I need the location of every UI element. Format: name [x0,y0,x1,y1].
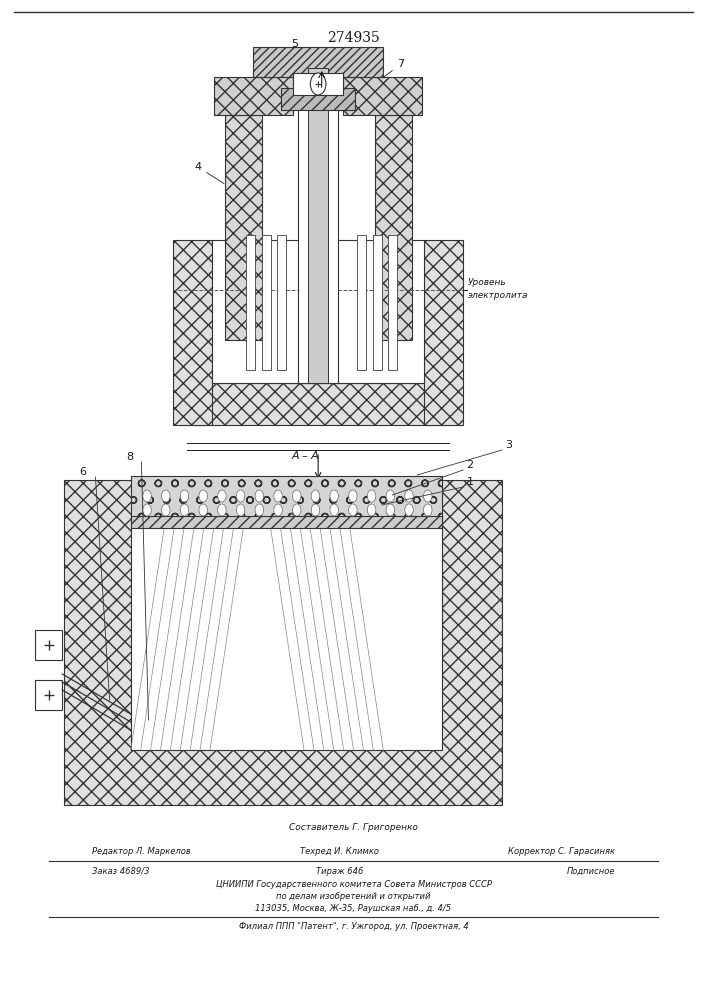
Bar [173,240,212,425]
Bar [131,515,442,750]
Circle shape [161,504,170,516]
Bar [388,235,397,370]
Circle shape [143,504,151,516]
Circle shape [293,504,301,516]
Circle shape [368,490,376,502]
Bar [253,47,383,77]
Text: Тираж 646: Тираж 646 [315,867,363,876]
Circle shape [405,490,414,502]
Bar [131,476,442,518]
Text: 113035, Москва, Ж-35, Раушская наб., д. 4/5: 113035, Москва, Ж-35, Раушская наб., д. … [255,904,452,913]
Text: электролита: электролита [468,291,529,300]
Circle shape [386,490,395,502]
Bar [246,235,255,370]
Bar [281,88,355,110]
Bar [225,115,262,340]
Circle shape [349,490,357,502]
Text: 3: 3 [506,440,513,450]
Text: 1: 1 [467,477,474,487]
Text: 2: 2 [467,460,474,470]
Circle shape [311,490,320,502]
Bar [214,77,293,115]
Circle shape [218,504,226,516]
Bar [357,235,366,370]
Bar [131,516,442,528]
Circle shape [236,504,245,516]
Text: 7: 7 [375,59,404,83]
Bar [187,383,449,425]
Circle shape [368,504,376,516]
Bar [308,68,328,383]
Text: Техред И. Климко: Техред И. Климко [300,847,379,856]
Circle shape [218,490,226,502]
Bar [373,235,382,370]
Circle shape [310,73,326,95]
Bar [298,68,338,383]
Circle shape [386,504,395,516]
Text: А: А [309,55,317,68]
Circle shape [180,504,189,516]
Circle shape [293,490,301,502]
Circle shape [255,490,264,502]
Circle shape [255,504,264,516]
Circle shape [330,504,339,516]
Circle shape [143,490,151,502]
Circle shape [274,490,282,502]
Text: 6: 6 [79,467,86,477]
Bar [424,240,463,425]
Circle shape [199,504,207,516]
Text: Филиал ППП "Патент", г. Ужгород, ул. Проектная, 4: Филиал ППП "Патент", г. Ужгород, ул. Про… [239,922,468,931]
Text: ЦНИИПИ Государственного комитета Совета Министров СССР: ЦНИИПИ Государственного комитета Совета … [216,880,491,889]
Circle shape [180,490,189,502]
Text: 4: 4 [194,162,224,184]
Text: 8: 8 [126,452,133,462]
Bar [212,240,424,383]
Text: Подписное: Подписное [566,867,615,876]
Circle shape [330,490,339,502]
Text: Составитель Г. Григоренко: Составитель Г. Григоренко [289,823,418,832]
Circle shape [423,504,432,516]
Text: 5: 5 [291,39,298,49]
Text: Редактор Л. Маркелов: Редактор Л. Маркелов [92,847,191,856]
Text: 274935: 274935 [327,31,380,45]
Circle shape [274,504,282,516]
Bar [343,77,422,115]
Text: по делам изобретений и открытий: по делам изобретений и открытий [276,892,431,901]
Circle shape [199,490,207,502]
Text: Заказ 4689/3: Заказ 4689/3 [92,867,149,876]
Bar [277,235,286,370]
Circle shape [161,490,170,502]
Circle shape [405,504,414,516]
Circle shape [236,490,245,502]
Bar [35,630,62,660]
Bar [293,73,343,95]
Text: Уровень: Уровень [468,278,507,287]
Circle shape [349,504,357,516]
Text: А – А: А – А [291,451,320,461]
Bar [35,680,62,710]
Bar [375,115,412,340]
Circle shape [311,504,320,516]
Circle shape [423,490,432,502]
Text: Корректор С. Гарасиняк: Корректор С. Гарасиняк [508,847,615,856]
Bar [64,480,502,805]
Bar [262,235,271,370]
